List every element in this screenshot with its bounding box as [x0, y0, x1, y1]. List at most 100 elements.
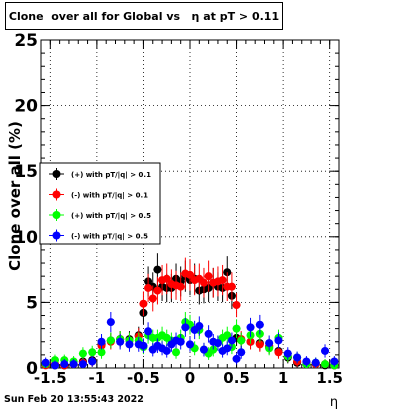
data-point	[218, 264, 227, 296]
data-point	[274, 332, 283, 349]
legend-label: (+) with pT/|q| > 0.5	[71, 212, 151, 221]
data-point	[265, 335, 274, 351]
marker	[232, 301, 241, 310]
data-point	[293, 351, 302, 364]
data-point	[195, 263, 204, 295]
legend-label: (-) with pT/|q| > 0.1	[71, 192, 148, 201]
data-point	[162, 344, 171, 358]
marker	[97, 348, 106, 357]
y-tick-label: 25	[14, 31, 38, 51]
data-point	[41, 357, 50, 368]
y-tick-label: 15	[14, 162, 38, 182]
marker	[218, 276, 227, 285]
data-point	[321, 344, 330, 358]
marker	[227, 336, 236, 345]
data-point	[78, 358, 87, 369]
y-tick-label: 20	[14, 97, 38, 117]
data-point	[283, 347, 292, 360]
legend-label: (+) with pT/|q| > 0.1	[71, 171, 151, 180]
marker	[116, 337, 125, 346]
marker	[246, 323, 255, 332]
data-point	[125, 336, 134, 352]
data-point	[255, 314, 264, 335]
marker	[69, 360, 78, 369]
data-point	[106, 311, 115, 333]
legend-marker	[52, 190, 61, 199]
marker	[144, 327, 153, 336]
data-point	[88, 356, 97, 367]
legend-item: (+) with pT/|q| > 0.5	[49, 209, 151, 221]
marker	[176, 337, 185, 346]
x-tick-label: 1.5	[316, 369, 343, 387]
data-point	[186, 259, 194, 291]
data-point	[237, 345, 246, 359]
data-point	[227, 272, 236, 302]
data-point	[153, 276, 162, 305]
x-tick-label: -1	[89, 369, 106, 387]
data-point	[97, 334, 106, 350]
legend-item: (-) with pT/|q| > 0.1	[49, 188, 148, 201]
marker	[209, 345, 218, 354]
data-point	[176, 334, 185, 350]
marker	[223, 268, 232, 277]
marker	[60, 360, 69, 369]
data-point	[181, 317, 190, 337]
marker	[255, 340, 264, 349]
marker	[255, 320, 264, 329]
legend-item: (+) with pT/|q| > 0.1	[49, 168, 151, 180]
marker	[139, 341, 148, 350]
data-point	[232, 319, 241, 338]
data-point	[195, 316, 204, 336]
legend-item: (-) with pT/|q| > 0.5	[49, 229, 148, 242]
y-tick-label: 5	[26, 293, 38, 313]
marker	[41, 358, 50, 367]
y-axis-label: Clone over all (%)	[6, 121, 24, 271]
marker	[106, 336, 115, 345]
data-point	[223, 341, 232, 356]
marker	[153, 265, 162, 274]
legend-box	[39, 162, 161, 245]
marker	[148, 294, 157, 303]
data-point	[139, 338, 148, 353]
data-point	[330, 356, 339, 367]
data-point	[199, 267, 208, 298]
marker	[78, 360, 87, 369]
legend-marker	[52, 231, 61, 240]
data-point	[144, 322, 153, 341]
data-point	[139, 291, 148, 317]
data-point	[302, 356, 311, 367]
marker	[88, 348, 97, 357]
data-point	[88, 345, 97, 359]
marker	[139, 299, 148, 308]
data-point	[148, 285, 157, 312]
marker	[172, 348, 181, 357]
data-point	[223, 326, 232, 344]
data-point	[176, 272, 185, 302]
data-point	[116, 334, 125, 350]
marker	[227, 282, 236, 291]
legend-marker	[52, 170, 61, 178]
marker	[232, 354, 241, 363]
timestamp: Sun Feb 20 13:55:43 2022	[4, 394, 144, 405]
marker	[195, 322, 204, 331]
data-point	[237, 332, 246, 349]
marker	[265, 339, 274, 348]
marker	[153, 286, 162, 295]
marker	[204, 272, 213, 281]
data-point	[321, 358, 330, 369]
data-point	[213, 335, 222, 351]
data-point	[69, 358, 78, 369]
marker	[186, 340, 194, 349]
data-point	[186, 336, 194, 352]
marker	[223, 331, 232, 340]
x-axis-label: η	[330, 395, 338, 409]
data-point	[311, 357, 320, 368]
x-tick-label: 1	[278, 369, 288, 387]
data-point	[199, 342, 208, 357]
marker	[50, 361, 59, 370]
marker	[283, 349, 292, 358]
marker	[106, 318, 115, 327]
marker	[274, 336, 283, 345]
